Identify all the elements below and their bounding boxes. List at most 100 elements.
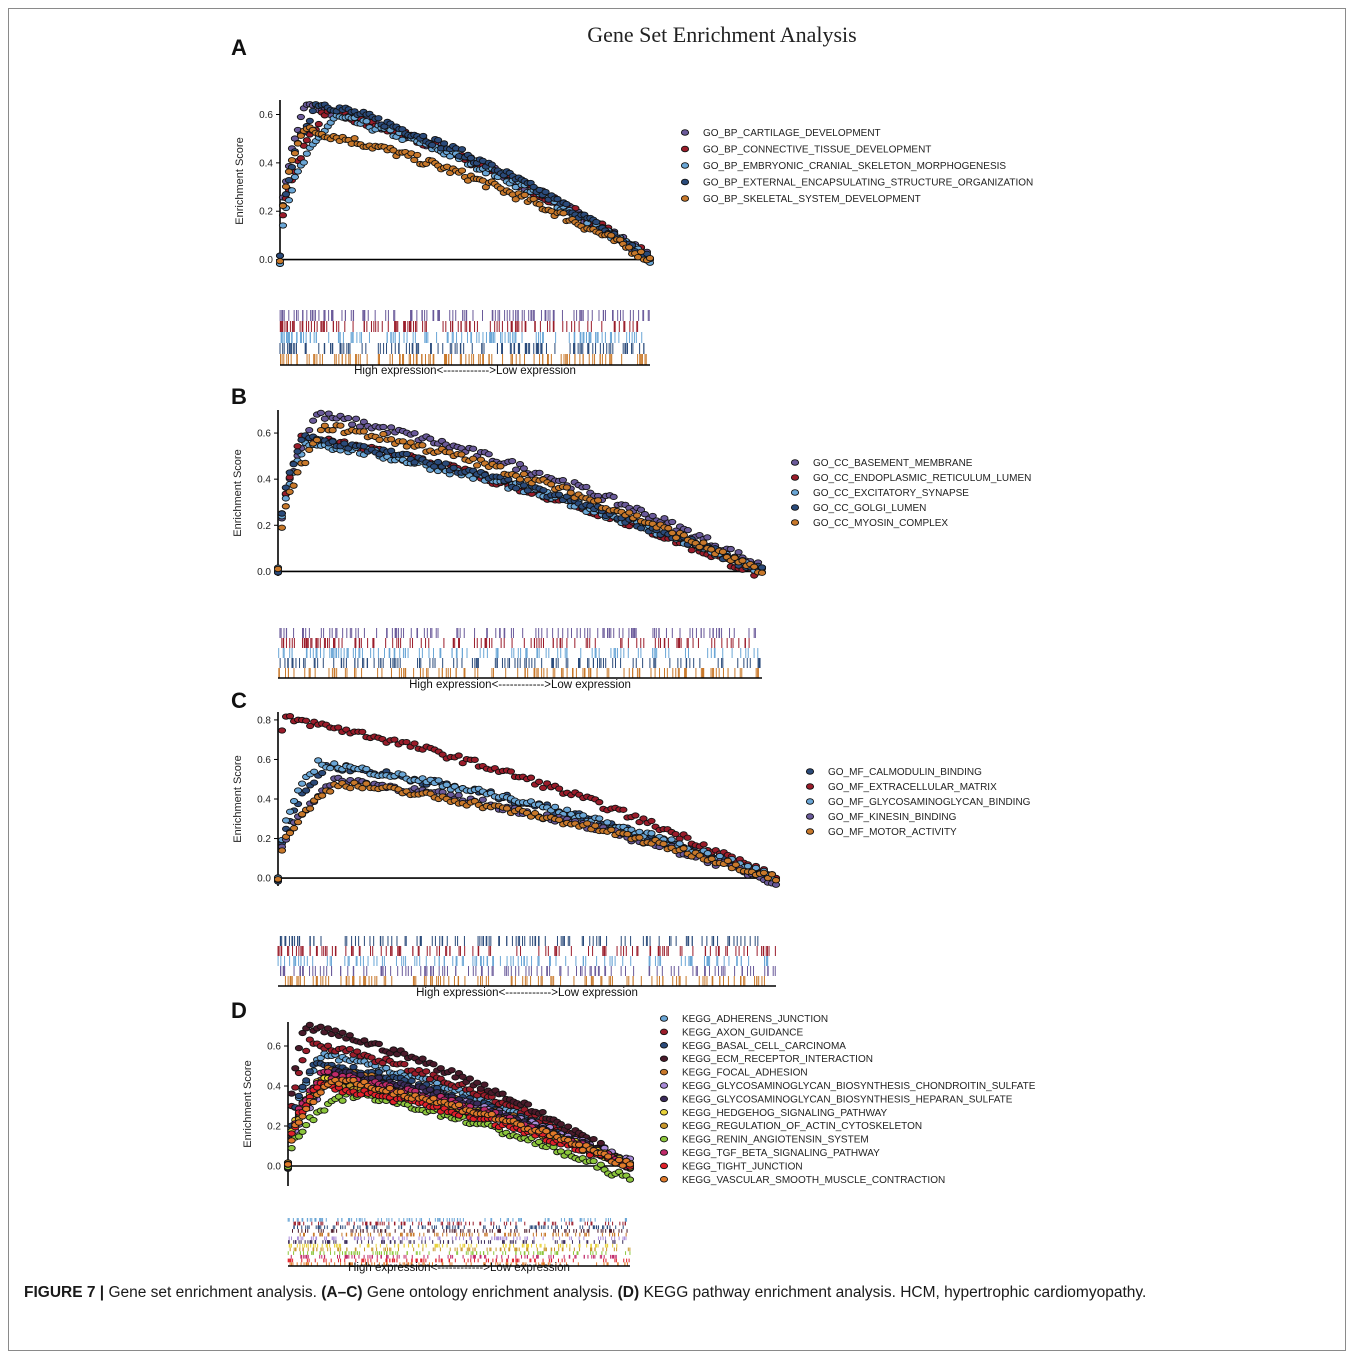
es-point	[277, 727, 287, 734]
es-point	[480, 1081, 489, 1088]
es-point	[305, 446, 314, 453]
es-point	[636, 248, 646, 256]
es-point	[526, 774, 536, 781]
es-point	[275, 257, 285, 265]
es-point	[603, 819, 612, 826]
es-point	[294, 787, 303, 794]
es-point	[285, 469, 294, 476]
es-point	[609, 493, 618, 501]
legend-swatch	[805, 813, 815, 820]
es-point	[583, 820, 592, 827]
es-point	[359, 428, 368, 435]
es-point	[309, 417, 318, 424]
barcode-go_cc_myosin_complex	[278, 668, 759, 678]
es-point	[379, 430, 388, 438]
es-point	[290, 797, 299, 805]
es-point	[362, 118, 371, 125]
es-point	[305, 426, 314, 434]
es-point	[308, 107, 317, 115]
es-point	[285, 488, 294, 495]
legend-entry: GO_BP_EXTERNAL_ENCAPSULATING_STRUCTURE_O…	[703, 178, 1033, 189]
es-point	[302, 1105, 311, 1112]
es-point	[566, 489, 575, 496]
es-point	[281, 495, 290, 502]
es-point	[441, 460, 450, 467]
panel-label: D	[231, 998, 247, 1023]
es-point	[465, 1075, 474, 1082]
es-point	[757, 569, 767, 576]
es-point	[498, 1090, 507, 1097]
es-point	[310, 768, 319, 775]
es-point	[750, 563, 759, 570]
es-point	[625, 509, 634, 516]
es-point	[539, 487, 548, 494]
panel-C: C 0.0 0.2 0.4 0.6 0.8 Enrichment Score High exp…	[231, 688, 1031, 999]
es-point	[699, 841, 708, 848]
es-point	[291, 1084, 300, 1091]
legend-swatch	[680, 145, 690, 153]
es-point	[625, 1176, 635, 1183]
es-point	[298, 1083, 307, 1091]
es-point	[302, 150, 311, 157]
es-point	[457, 451, 466, 458]
legend-swatch	[790, 459, 800, 466]
es-point	[726, 545, 735, 553]
es-point	[352, 415, 361, 422]
es-point	[283, 1161, 293, 1168]
es-point	[312, 436, 322, 444]
es-point	[298, 1057, 307, 1064]
y-tick-label: 0.6	[267, 1042, 281, 1053]
rank-axis-label: High expression<------------>Low express…	[416, 987, 638, 999]
es-point	[547, 481, 556, 488]
es-point	[454, 752, 463, 759]
legend-entry: GO_CC_BASEMENT_MEMBRANE	[813, 458, 973, 469]
es-point	[293, 469, 302, 476]
legend-entry: GO_CC_MYOSIN_COMPLEX	[813, 518, 948, 529]
es-point	[278, 202, 288, 209]
es-point	[298, 1113, 307, 1120]
barcode-go_bp_connective_tissue_development	[279, 321, 639, 332]
panel-label: A	[231, 35, 247, 60]
legend-swatch	[790, 504, 800, 511]
y-tick-label: 0.4	[259, 158, 273, 169]
es-point	[607, 232, 616, 239]
barcode-go_cc_golgi_lumen	[279, 658, 761, 668]
es-point	[398, 136, 407, 143]
es-point	[508, 457, 517, 465]
y-tick-label: 0.2	[257, 834, 271, 845]
legend-entry: GO_MF_GLYCOSAMINOGLYCAN_BINDING	[828, 797, 1031, 808]
y-tick-label: 0.4	[257, 475, 271, 486]
panel-A: A 0.0 0.2 0.4 0.6 Enrichment Score High expres…	[231, 35, 1033, 377]
es-point	[331, 1027, 340, 1034]
es-point	[374, 1040, 384, 1048]
es-point	[273, 565, 283, 573]
es-point	[469, 455, 478, 462]
es-point	[316, 409, 325, 417]
es-point	[457, 146, 467, 153]
es-point	[635, 834, 644, 841]
es-point	[623, 830, 632, 838]
barcode-go_bp_embryonic_cranial_skeleton_morphogenesis	[280, 332, 643, 343]
series-go_mf_kinesin_binding	[273, 774, 781, 888]
barcode-go_mf_motor_activity	[284, 976, 765, 986]
es-point	[478, 796, 487, 803]
y-axis-title: Enrichment Score	[232, 755, 244, 842]
es-point	[633, 512, 642, 519]
es-point	[293, 168, 302, 175]
legend-entry: GO_MF_EXTRACELLULAR_MATRIX	[828, 782, 997, 793]
es-point	[512, 485, 521, 492]
es-point	[558, 477, 567, 484]
es-point	[293, 443, 302, 450]
es-point	[323, 1068, 333, 1075]
es-point	[418, 1055, 427, 1062]
es-point	[715, 853, 724, 860]
es-point	[301, 459, 310, 467]
barcode-go_mf_glycosaminoglycan_binding	[277, 956, 769, 966]
es-point	[278, 222, 288, 229]
legend-entry: GO_MF_CALMODULIN_BINDING	[828, 767, 982, 778]
barcode-go_mf_kinesin_binding	[279, 966, 776, 976]
panel-label: B	[231, 384, 247, 409]
es-point	[298, 1128, 307, 1135]
es-point	[564, 1123, 573, 1130]
es-point	[293, 140, 302, 147]
